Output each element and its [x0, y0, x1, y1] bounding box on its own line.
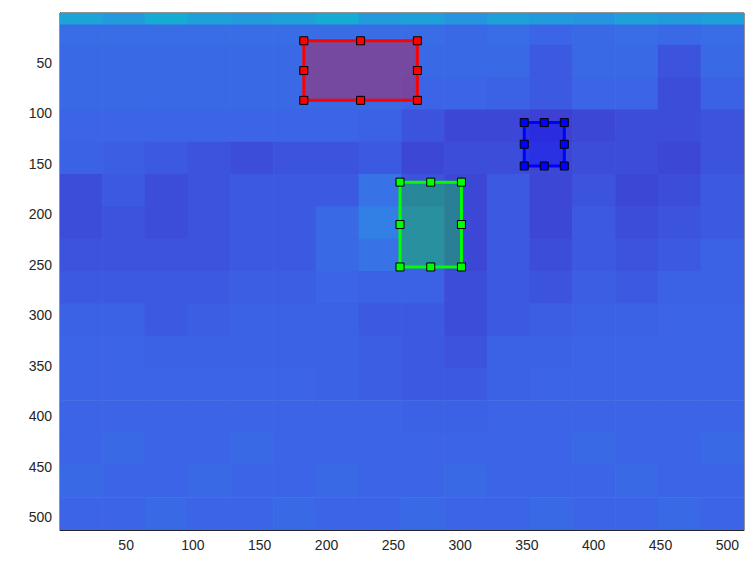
svg-text:100: 100 — [29, 105, 53, 121]
svg-text:400: 400 — [29, 408, 53, 424]
svg-text:200: 200 — [315, 537, 339, 553]
svg-text:450: 450 — [29, 459, 53, 475]
svg-text:300: 300 — [29, 307, 53, 323]
svg-text:100: 100 — [181, 537, 205, 553]
svg-text:250: 250 — [382, 537, 406, 553]
svg-text:450: 450 — [649, 537, 673, 553]
svg-text:50: 50 — [118, 537, 134, 553]
svg-text:500: 500 — [716, 537, 740, 553]
svg-text:400: 400 — [582, 537, 606, 553]
svg-text:150: 150 — [248, 537, 272, 553]
svg-text:300: 300 — [448, 537, 472, 553]
svg-text:200: 200 — [29, 206, 53, 222]
svg-text:500: 500 — [29, 509, 53, 525]
svg-text:250: 250 — [29, 257, 53, 273]
svg-text:50: 50 — [36, 55, 52, 71]
svg-text:350: 350 — [515, 537, 539, 553]
svg-text:350: 350 — [29, 358, 53, 374]
svg-text:150: 150 — [29, 156, 53, 172]
